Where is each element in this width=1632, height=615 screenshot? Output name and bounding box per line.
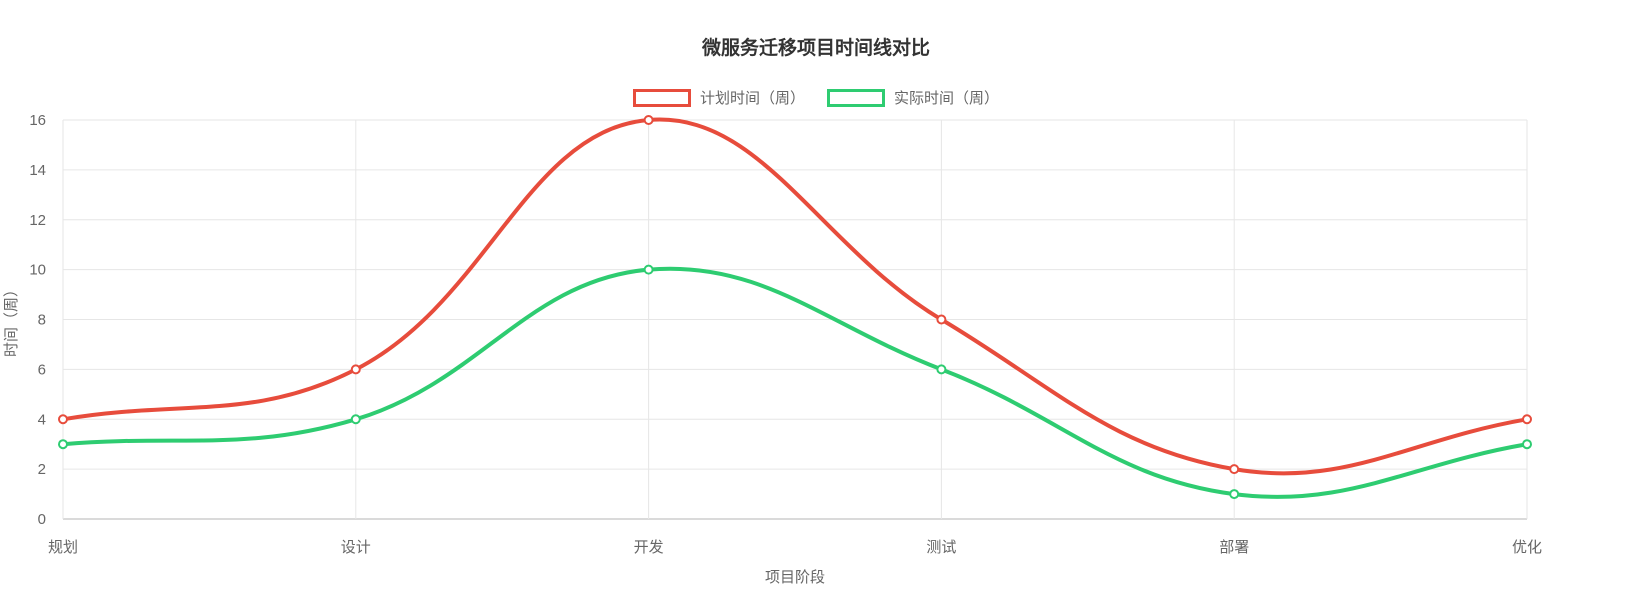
data-point xyxy=(936,364,947,375)
y-tick-label: 12 xyxy=(29,212,46,229)
data-point xyxy=(1229,464,1240,475)
data-point xyxy=(350,364,361,375)
y-tick-label: 0 xyxy=(38,511,46,528)
data-point xyxy=(936,314,947,325)
legend-label-planned: 计划时间（周） xyxy=(699,90,805,107)
data-point xyxy=(643,264,654,275)
data-point xyxy=(58,439,68,450)
data-point xyxy=(350,414,361,425)
x-tick-label: 优化 xyxy=(1512,539,1542,556)
x-axis-title: 项目阶段 xyxy=(765,569,825,586)
legend-marker-actual-icon xyxy=(827,88,885,107)
x-tick-label: 规划 xyxy=(48,539,78,556)
x-tick-label: 设计 xyxy=(341,539,371,556)
y-tick-label: 4 xyxy=(38,411,46,428)
y-tick-label: 8 xyxy=(38,312,46,329)
legend-marker-planned-icon xyxy=(632,88,691,107)
y-tick-label: 6 xyxy=(38,361,46,378)
y-tick-label: 2 xyxy=(38,461,46,478)
legend-label-actual: 实际时间（周） xyxy=(894,90,1000,107)
legend-item-planned[interactable]: 计划时间（周） xyxy=(632,87,805,108)
x-tick-label: 开发 xyxy=(634,539,664,556)
x-tick-label: 部署 xyxy=(1219,539,1249,556)
y-tick-label: 10 xyxy=(29,262,46,279)
y-axis-title: 时间（周） xyxy=(3,282,20,357)
x-tick-label: 测试 xyxy=(926,539,956,556)
data-point xyxy=(643,115,654,125)
data-point xyxy=(1522,414,1532,425)
y-tick-label: 16 xyxy=(29,112,46,129)
data-point xyxy=(1522,439,1532,450)
chart-legend: 计划时间（周） 实际时间（周） xyxy=(0,87,1632,108)
series-line-1 xyxy=(61,266,1529,499)
data-point xyxy=(58,414,68,425)
data-point xyxy=(1229,489,1240,500)
series-line-0 xyxy=(61,117,1529,476)
chart-title: 微服务迁移项目时间线对比 xyxy=(701,38,930,59)
legend-item-actual[interactable]: 实际时间（周） xyxy=(827,87,999,108)
y-tick-label: 14 xyxy=(29,162,46,179)
